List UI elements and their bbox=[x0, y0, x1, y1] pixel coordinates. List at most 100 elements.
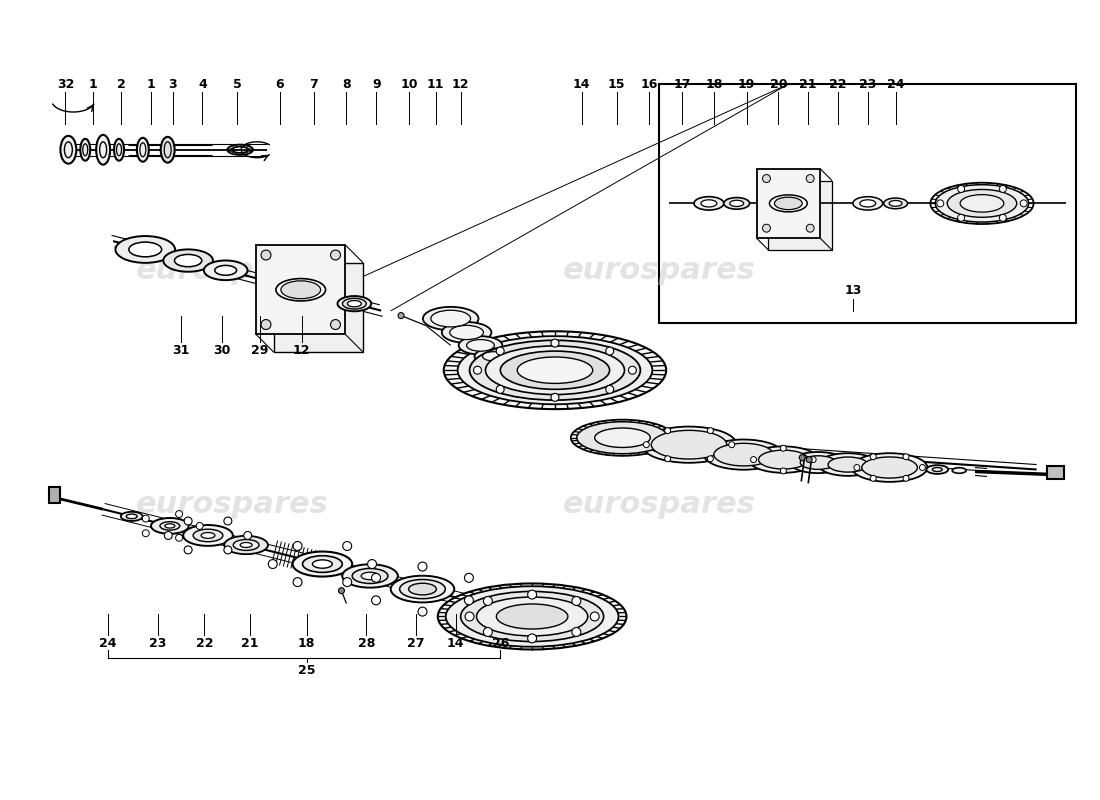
Circle shape bbox=[800, 454, 805, 461]
Ellipse shape bbox=[338, 296, 372, 311]
Circle shape bbox=[268, 559, 277, 569]
Ellipse shape bbox=[724, 198, 749, 209]
Circle shape bbox=[707, 456, 714, 462]
Circle shape bbox=[920, 465, 925, 470]
Ellipse shape bbox=[496, 604, 568, 629]
Circle shape bbox=[606, 386, 614, 394]
Ellipse shape bbox=[352, 569, 388, 583]
Text: 25: 25 bbox=[298, 664, 316, 677]
Text: 15: 15 bbox=[608, 78, 625, 90]
Ellipse shape bbox=[390, 576, 454, 602]
Ellipse shape bbox=[517, 357, 593, 383]
Text: 5: 5 bbox=[233, 78, 242, 90]
Text: 1: 1 bbox=[146, 78, 155, 90]
Circle shape bbox=[418, 607, 427, 616]
Circle shape bbox=[142, 515, 150, 522]
Ellipse shape bbox=[935, 185, 1028, 222]
Text: 24: 24 bbox=[887, 78, 904, 90]
Ellipse shape bbox=[121, 512, 143, 521]
Circle shape bbox=[811, 457, 816, 462]
Circle shape bbox=[572, 597, 581, 606]
Ellipse shape bbox=[442, 322, 492, 343]
Text: 31: 31 bbox=[172, 344, 189, 357]
Text: 16: 16 bbox=[640, 78, 658, 90]
Text: 23: 23 bbox=[859, 78, 877, 90]
Ellipse shape bbox=[302, 556, 342, 572]
Ellipse shape bbox=[126, 514, 138, 518]
Ellipse shape bbox=[348, 301, 361, 307]
Ellipse shape bbox=[446, 586, 618, 646]
Text: 12: 12 bbox=[293, 344, 310, 357]
Ellipse shape bbox=[770, 195, 807, 212]
Text: 23: 23 bbox=[150, 637, 166, 650]
Circle shape bbox=[473, 366, 482, 374]
Circle shape bbox=[903, 454, 909, 460]
Circle shape bbox=[496, 386, 504, 394]
Ellipse shape bbox=[312, 560, 332, 568]
Circle shape bbox=[184, 517, 192, 525]
Ellipse shape bbox=[641, 426, 737, 463]
Ellipse shape bbox=[431, 310, 471, 327]
Text: eurospares: eurospares bbox=[135, 257, 329, 286]
Bar bbox=[256, 245, 345, 334]
Text: 21: 21 bbox=[241, 637, 258, 650]
Ellipse shape bbox=[852, 197, 882, 210]
Text: 1: 1 bbox=[89, 78, 98, 90]
Ellipse shape bbox=[931, 182, 1034, 224]
Circle shape bbox=[762, 174, 770, 182]
Circle shape bbox=[244, 531, 252, 539]
Circle shape bbox=[750, 457, 757, 462]
Ellipse shape bbox=[129, 242, 162, 257]
Circle shape bbox=[483, 597, 493, 606]
Circle shape bbox=[903, 475, 909, 482]
Circle shape bbox=[780, 446, 786, 451]
Circle shape bbox=[937, 200, 944, 207]
Text: 8: 8 bbox=[342, 78, 351, 90]
Circle shape bbox=[372, 596, 381, 605]
Ellipse shape bbox=[861, 457, 917, 478]
Text: 18: 18 bbox=[298, 637, 316, 650]
Ellipse shape bbox=[889, 201, 902, 206]
Circle shape bbox=[372, 574, 381, 582]
Text: 28: 28 bbox=[358, 637, 375, 650]
Ellipse shape bbox=[790, 452, 846, 473]
Ellipse shape bbox=[60, 136, 76, 164]
Ellipse shape bbox=[749, 446, 818, 473]
Text: 22: 22 bbox=[196, 637, 213, 650]
Ellipse shape bbox=[883, 198, 908, 209]
Circle shape bbox=[762, 224, 770, 232]
Ellipse shape bbox=[714, 443, 773, 466]
Ellipse shape bbox=[458, 336, 652, 404]
Circle shape bbox=[261, 319, 271, 330]
Bar bbox=[274, 263, 363, 352]
Ellipse shape bbox=[461, 591, 604, 642]
Circle shape bbox=[1020, 200, 1027, 207]
Ellipse shape bbox=[474, 348, 513, 364]
Circle shape bbox=[464, 574, 473, 582]
Circle shape bbox=[854, 465, 860, 470]
Text: eurospares: eurospares bbox=[563, 490, 756, 518]
Ellipse shape bbox=[422, 307, 478, 330]
Ellipse shape bbox=[233, 539, 258, 550]
Text: 4: 4 bbox=[198, 78, 207, 90]
Ellipse shape bbox=[933, 467, 943, 471]
Ellipse shape bbox=[408, 583, 437, 595]
Ellipse shape bbox=[276, 278, 326, 301]
Circle shape bbox=[343, 578, 352, 586]
Ellipse shape bbox=[399, 579, 446, 598]
Circle shape bbox=[870, 475, 877, 482]
Ellipse shape bbox=[926, 465, 948, 474]
Ellipse shape bbox=[240, 542, 252, 547]
Circle shape bbox=[1000, 186, 1006, 193]
Circle shape bbox=[176, 510, 183, 518]
Circle shape bbox=[418, 562, 427, 571]
Text: eurospares: eurospares bbox=[135, 490, 329, 518]
Circle shape bbox=[339, 588, 344, 594]
Text: 29: 29 bbox=[251, 344, 268, 357]
Text: 10: 10 bbox=[400, 78, 418, 90]
Ellipse shape bbox=[204, 261, 248, 280]
Circle shape bbox=[367, 559, 376, 569]
Ellipse shape bbox=[136, 138, 149, 162]
Circle shape bbox=[176, 534, 183, 542]
Circle shape bbox=[728, 442, 735, 448]
